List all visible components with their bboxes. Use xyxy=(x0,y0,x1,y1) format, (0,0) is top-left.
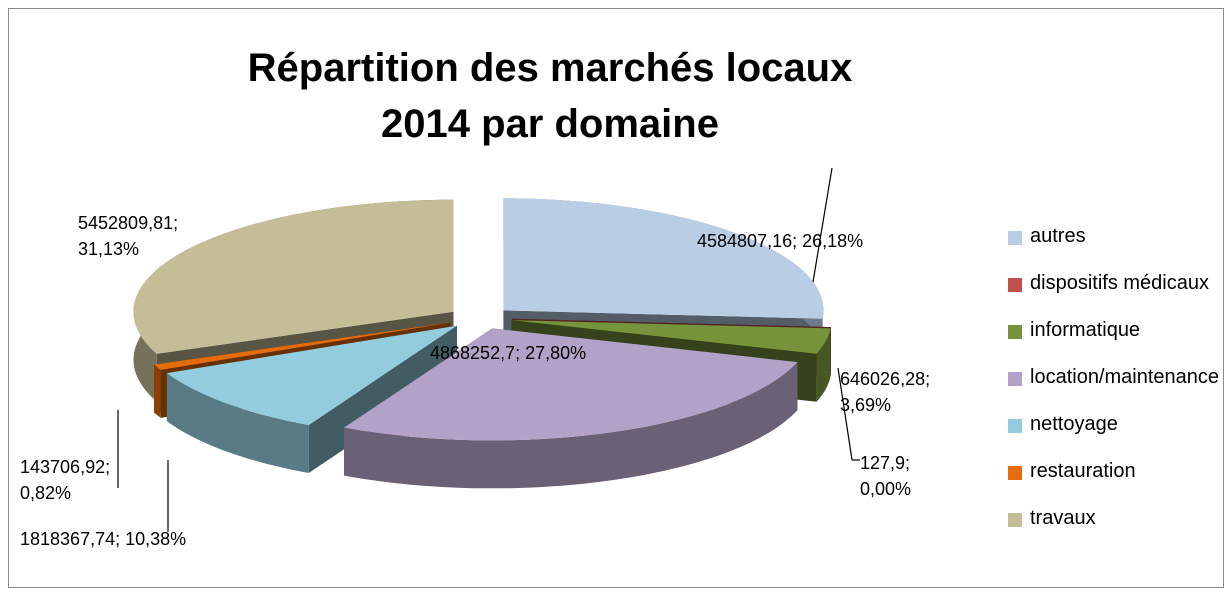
legend-swatch xyxy=(1008,231,1022,245)
slice xyxy=(511,320,831,354)
legend-swatch xyxy=(1008,325,1022,339)
data-label: 1818367,74; 10,38% xyxy=(20,529,187,549)
legend-label: restauration xyxy=(1030,460,1136,482)
slice-wall xyxy=(344,362,798,489)
legend-label: autres xyxy=(1030,225,1086,247)
data-label: 5452809,81; 31,13% xyxy=(78,213,179,259)
leader-line xyxy=(837,367,853,461)
legend-swatch xyxy=(1008,372,1022,386)
slice-wall xyxy=(166,373,309,473)
slice xyxy=(344,328,798,441)
data-label: 4868252,7; 27,80% xyxy=(430,343,587,363)
chart-title: Répartition des marchés locaux 2014 par … xyxy=(247,46,853,146)
data-label: 4584807,16; 26,18% xyxy=(697,231,864,251)
legend-swatch xyxy=(1008,466,1022,480)
legend-label: nettoyage xyxy=(1030,413,1118,435)
legend-label: location/maintenance xyxy=(1030,366,1220,388)
chart-frame xyxy=(8,8,1224,588)
data-label: 646026,28; 3,69% xyxy=(840,369,931,415)
legend-swatch xyxy=(1008,278,1022,292)
slice-wall xyxy=(154,364,161,418)
legend-label: travaux xyxy=(1030,507,1096,529)
slice xyxy=(133,199,454,354)
slice xyxy=(166,325,457,425)
slice xyxy=(154,322,451,370)
legend-swatch xyxy=(1008,513,1022,527)
data-label: 143706,92; 0,82% xyxy=(20,457,111,503)
legend-label: informatique xyxy=(1030,319,1141,341)
slice xyxy=(503,198,824,319)
data-label: 127,9; 0,00% xyxy=(860,453,912,499)
legend-label: dispositifs médicaux xyxy=(1030,272,1209,294)
slice-wall xyxy=(816,328,831,402)
legend-swatch xyxy=(1008,419,1022,433)
